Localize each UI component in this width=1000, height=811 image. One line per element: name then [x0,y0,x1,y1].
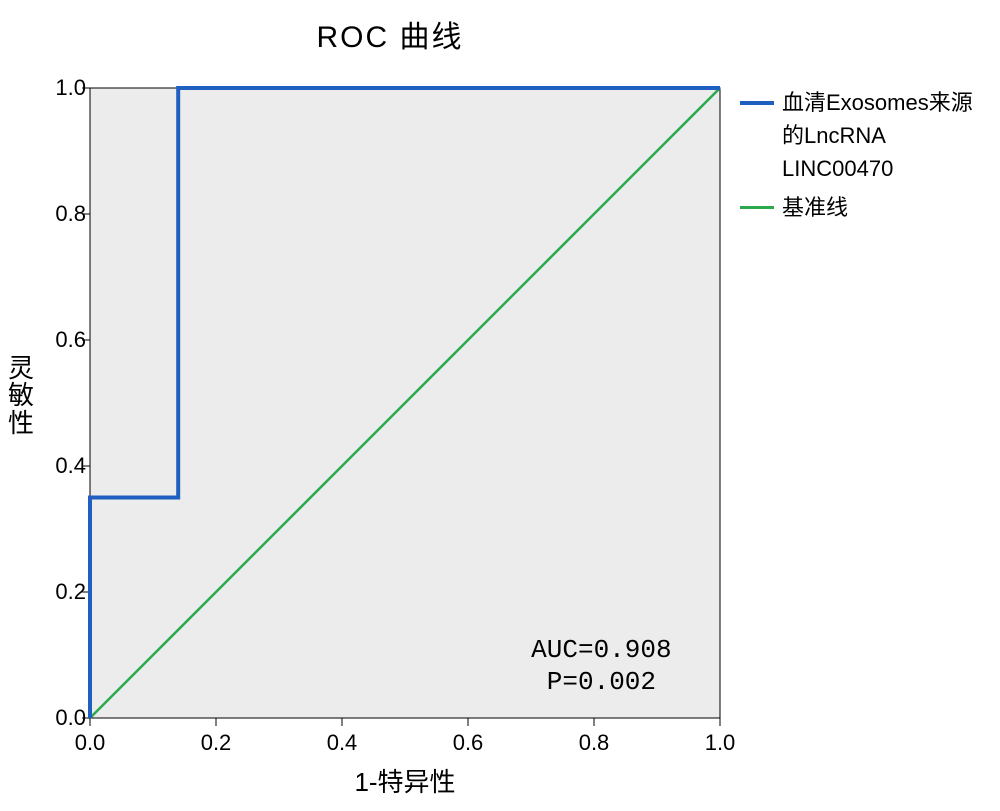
y-axis-label-char: 敏 [6,382,36,409]
y-tick-label: 1.0 [38,75,86,101]
legend-swatch [740,206,774,209]
x-tick-label: 0.0 [75,730,106,756]
y-tick-label: 0.6 [38,327,86,353]
y-tick-label: 0.4 [38,453,86,479]
auc-text: AUC=0.908 [501,634,701,667]
x-axis-label: 1-特异性 [90,762,720,799]
x-tick-label: 1.0 [705,730,736,756]
y-axis-label: 灵 敏 性 [6,355,36,437]
x-tick-label: 0.4 [327,730,358,756]
legend-label: 基准线 [782,191,990,224]
y-tick-labels: 0.00.20.40.60.81.0 [38,88,86,718]
legend-label: 血清Exosomes来源的LncRNA LINC00470 [782,86,990,185]
y-tick-label: 0.2 [38,579,86,605]
plot-area [90,88,720,718]
x-tick-label: 0.6 [453,730,484,756]
x-tick-labels: 0.00.20.40.60.81.0 [90,730,720,760]
y-axis-label-char: 性 [6,410,36,437]
auc-annotation: AUC=0.908 P=0.002 [501,634,701,699]
legend-item: 血清Exosomes来源的LncRNA LINC00470 [740,86,990,185]
chart-title: ROC 曲线 [0,12,780,56]
y-axis-label-char: 灵 [6,355,36,382]
y-tick-label: 0.0 [38,705,86,731]
plot-svg [90,88,720,718]
legend: 血清Exosomes来源的LncRNA LINC00470 基准线 [740,86,990,230]
x-tick-label: 0.8 [579,730,610,756]
legend-swatch [740,101,774,105]
roc-figure: ROC 曲线 灵 敏 性 0.0 0.2 0.4 0.6 0.8 1.0 0.0 0.2 0.… [0,0,1000,811]
x-tick-label: 0.2 [201,730,232,756]
pvalue-text: P=0.002 [501,666,701,699]
y-tick-label: 0.8 [38,201,86,227]
legend-item: 基准线 [740,191,990,224]
